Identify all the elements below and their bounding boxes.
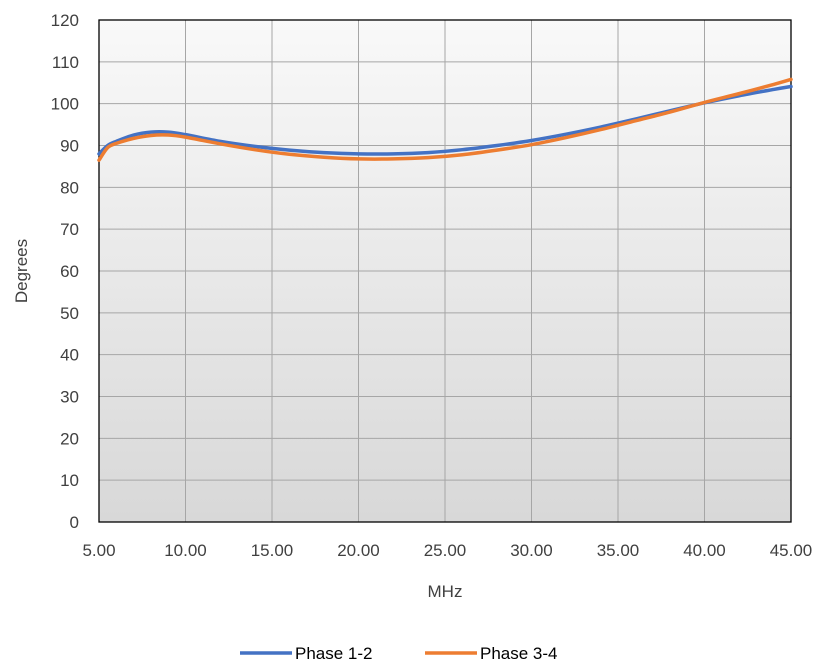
y-tick-label: 80 [60, 178, 79, 197]
y-tick-label: 10 [60, 471, 79, 490]
x-tick-label: 30.00 [510, 541, 553, 560]
y-tick-label: 70 [60, 220, 79, 239]
series-layer [97, 77, 793, 162]
y-tick-label: 50 [60, 304, 79, 323]
x-tick-label: 35.00 [597, 541, 640, 560]
y-tick-label: 110 [52, 53, 79, 72]
y-axis-ticks: 0 10 20 30 40 50 60 70 80 90 100 110 120 [51, 11, 79, 532]
legend-label: Phase 1-2 [295, 644, 373, 663]
legend: Phase 1-2 Phase 3-4 [240, 644, 558, 663]
y-tick-label: 60 [60, 262, 79, 281]
x-tick-label: 5.00 [82, 541, 115, 560]
y-tick-label: 0 [70, 513, 79, 532]
y-tick-label: 120 [51, 11, 79, 30]
x-axis-ticks: 5.00 10.00 15.00 20.00 25.00 30.00 35.00 40.00 4… [82, 541, 812, 560]
x-tick-label: 40.00 [683, 541, 726, 560]
plot-frame [98, 19, 792, 523]
y-tick-label: 90 [60, 137, 79, 156]
x-tick-label: 45.00 [770, 541, 813, 560]
y-tick-label: 20 [60, 429, 79, 448]
series-line-2 [97, 77, 793, 162]
x-tick-label: 10.00 [164, 541, 207, 560]
y-axis-title: Degrees [12, 239, 31, 303]
legend-label: Phase 3-4 [480, 644, 558, 663]
y-tick-label: 100 [51, 95, 79, 114]
x-axis-title: MHz [428, 582, 463, 601]
x-tick-label: 15.00 [251, 541, 294, 560]
x-tick-label: 25.00 [424, 541, 467, 560]
y-tick-label: 30 [60, 388, 79, 407]
y-tick-label: 40 [60, 346, 79, 365]
x-tick-label: 20.00 [337, 541, 380, 560]
